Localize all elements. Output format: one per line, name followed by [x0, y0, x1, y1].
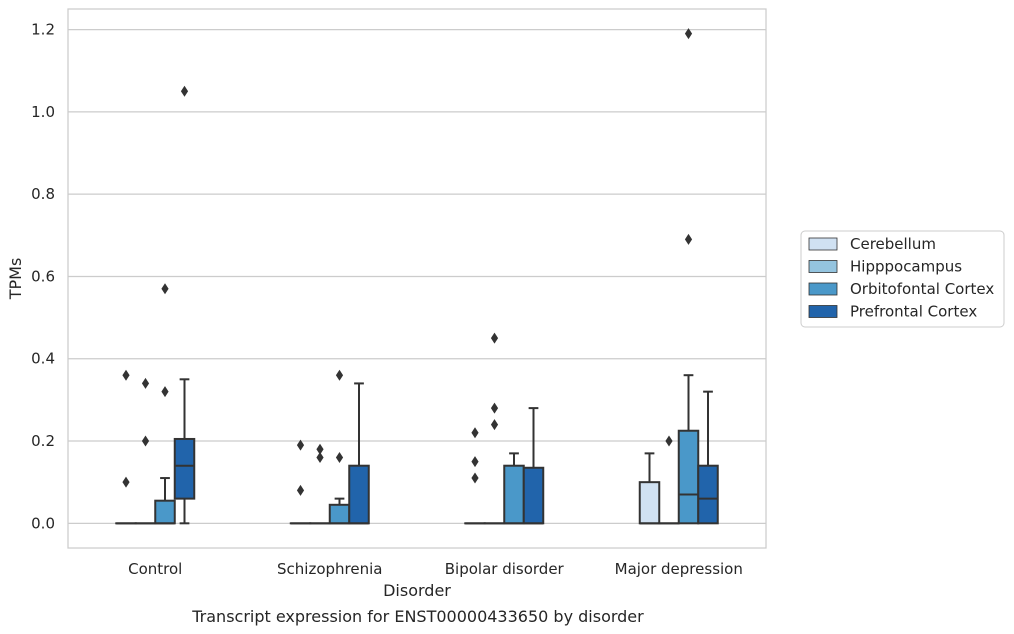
box-series — [115, 28, 719, 525]
outlier-point — [122, 369, 130, 381]
legend-frame — [800, 230, 1005, 328]
outlier-point — [296, 439, 305, 451]
legend-swatch — [808, 305, 838, 318]
outlier-point — [141, 377, 150, 389]
series-prefrontal-cortex — [173, 85, 719, 525]
outlier-point — [316, 443, 324, 455]
legend-entry: Cerebellum — [808, 235, 936, 253]
outlier-point — [141, 435, 150, 447]
box — [522, 466, 545, 525]
outlier-point — [471, 472, 479, 484]
outlier-point — [684, 233, 693, 245]
outlier-point — [122, 476, 130, 488]
outlier-point — [335, 369, 344, 381]
outlier-point — [180, 85, 189, 97]
legend-label: Prefrontal Cortex — [850, 303, 977, 321]
box — [697, 464, 719, 525]
x-tick-label: Schizophrenia — [277, 560, 382, 578]
chart-caption: Transcript expression for ENST0000043365… — [191, 607, 644, 626]
box-group — [328, 369, 351, 525]
box-group — [309, 443, 331, 525]
outlier-point — [335, 451, 344, 463]
y-tick-label: 0.2 — [31, 432, 55, 450]
outlier-point — [471, 427, 479, 439]
series-orbitofontal-cortex — [154, 28, 700, 525]
outlier-point — [161, 283, 169, 295]
outlier-point — [665, 435, 673, 447]
box-group — [697, 390, 719, 525]
y-axis-ticks: 0.0 0.2 0.4 0.6 0.8 1.0 1.2 — [31, 21, 55, 533]
y-tick-label: 0.4 — [31, 350, 55, 368]
y-tick-label: 0.8 — [31, 185, 55, 203]
box — [677, 429, 700, 525]
box — [328, 503, 351, 525]
box-group — [173, 85, 196, 525]
box-group — [348, 382, 370, 525]
y-tick-label: 0.0 — [31, 514, 55, 532]
y-tick-label: 1.2 — [31, 21, 55, 39]
box-group — [677, 28, 700, 525]
box-group — [522, 407, 545, 525]
x-tick-label: Bipolar disorder — [445, 560, 565, 578]
legend-label: Cerebellum — [850, 235, 936, 253]
box — [173, 437, 196, 500]
x-tick-label: Major depression — [615, 560, 743, 578]
outlier-point — [296, 484, 305, 496]
legend-swatch — [808, 282, 838, 296]
box — [348, 464, 370, 525]
legend-entry: Hipppocampus — [808, 258, 962, 276]
outlier-point — [684, 28, 693, 40]
box-group — [154, 283, 176, 525]
outlier-point — [161, 386, 169, 398]
y-tick-label: 0.6 — [31, 267, 55, 285]
box-group — [289, 439, 312, 525]
legend-swatch — [808, 237, 838, 251]
plot-frame — [67, 8, 767, 549]
outlier-point — [490, 332, 499, 344]
legend: Cerebellum Hipppocampus Orbitofontal Corte… — [800, 230, 1005, 328]
outlier-point — [490, 402, 499, 414]
box-group — [638, 452, 661, 525]
y-axis-label: TPMs — [6, 258, 25, 301]
outlier-point — [471, 456, 479, 468]
legend-entry: Orbitofontal Cortex — [808, 280, 994, 298]
box — [503, 464, 525, 525]
legend-swatch — [808, 260, 838, 273]
box-group — [115, 369, 137, 525]
box-group — [503, 452, 525, 525]
outlier-point — [490, 419, 499, 431]
box-group — [483, 332, 506, 525]
y-tick-label: 1.0 — [31, 103, 55, 121]
x-axis-label: Disorder — [383, 581, 451, 600]
box — [638, 481, 661, 525]
x-axis-ticks: Control Schizophrenia Bipolar disorder Majo… — [128, 560, 743, 578]
x-tick-label: Control — [128, 560, 182, 578]
box — [154, 499, 176, 525]
outlier-point — [316, 451, 324, 463]
legend-entry: Prefrontal Cortex — [808, 303, 977, 321]
legend-label: Hipppocampus — [850, 258, 962, 276]
legend-label: Orbitofontal Cortex — [850, 280, 994, 298]
